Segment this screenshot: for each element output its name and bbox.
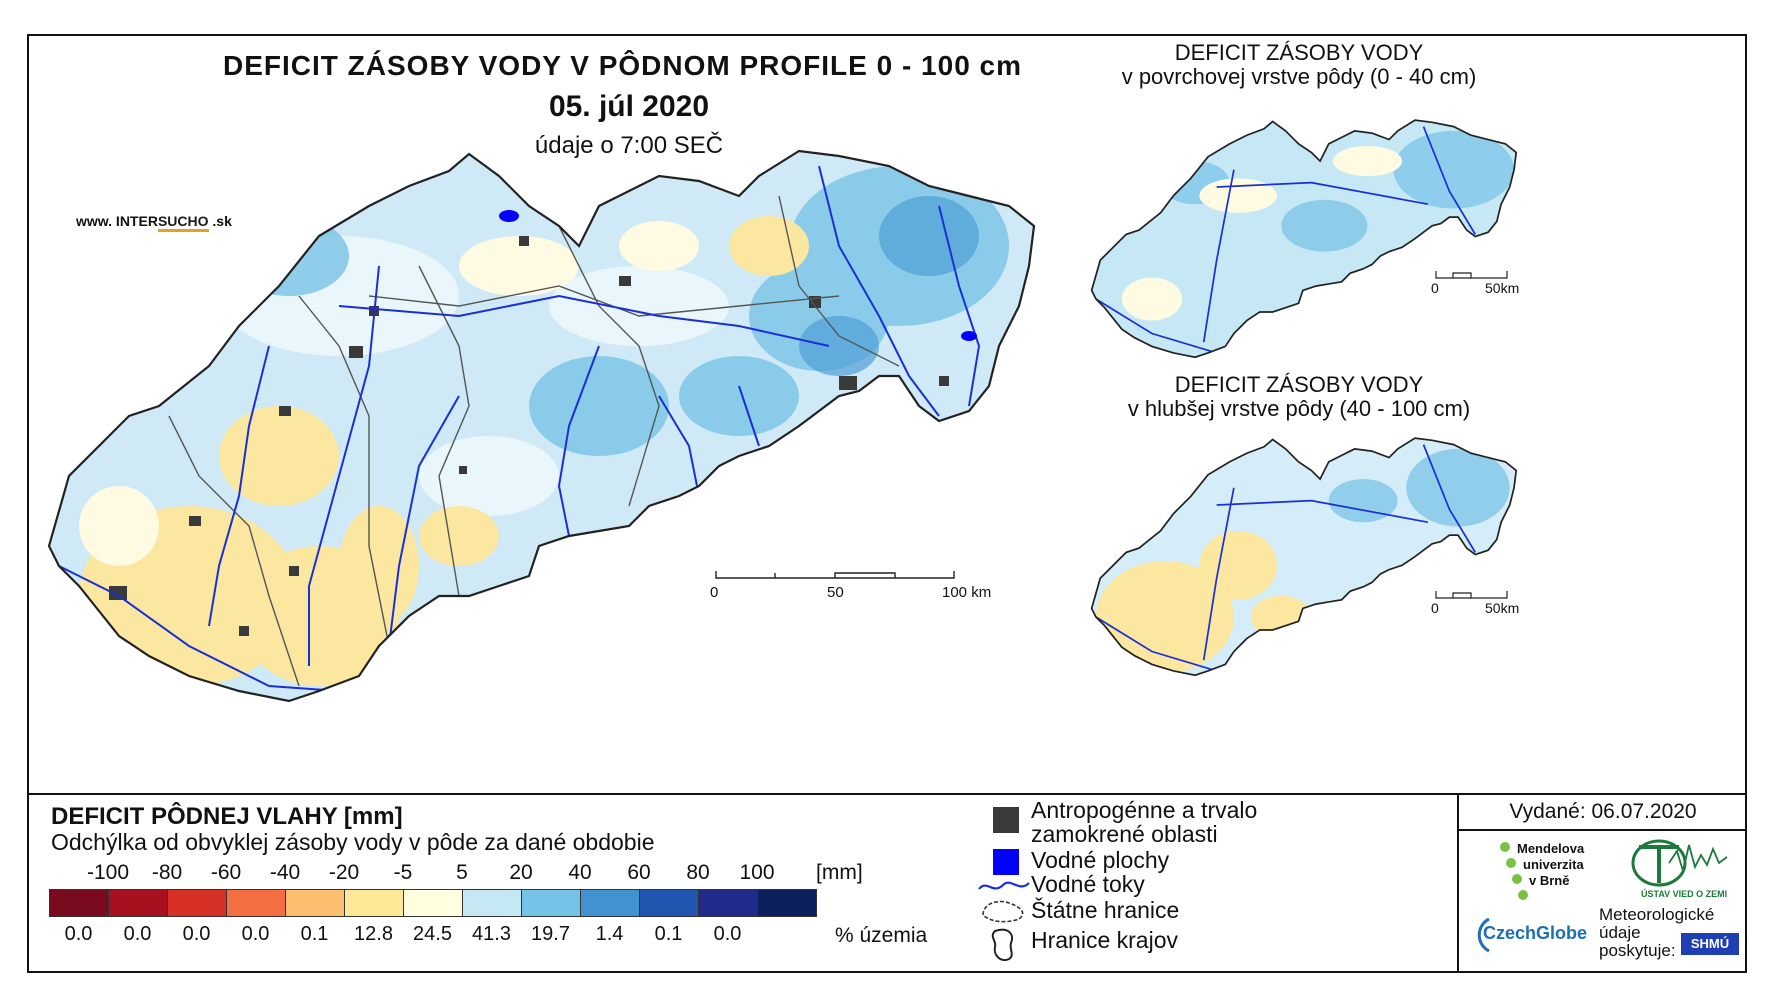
ustav-logo	[1631, 839, 1728, 887]
main-map	[47, 149, 1036, 703]
legend-tick: -100	[86, 861, 130, 884]
legend-percent: 0.0	[64, 923, 93, 945]
inset-bottom-map	[1090, 437, 1518, 677]
czechglobe-arc-icon	[1477, 917, 1490, 953]
legend-swatch	[698, 889, 758, 917]
mendel-dots-icon	[1500, 842, 1528, 900]
legend-percent: 0.0	[241, 923, 270, 945]
key-river-label: Vodné toky	[1031, 871, 1145, 897]
key-water-label: Vodné plochy	[1031, 847, 1170, 873]
inset-top-scale-bar	[1435, 271, 1508, 279]
inset-top-title-2: v povrchovej vrstve pôdy (0 - 40 cm)	[1121, 64, 1477, 89]
legend-percent: 12.8	[354, 923, 393, 945]
river-line-icon	[978, 881, 1030, 890]
key-urban-label-1: Antropogénne a trvalo	[1031, 797, 1258, 823]
legend-swatch	[226, 889, 286, 917]
inset-bottom-title-2: v hlubšej vrstve pôdy (40 - 100 cm)	[1127, 396, 1471, 421]
legend-tick-row: -100 -80 -60 -40 -20 -5 5 20 40 60 80 100	[49, 861, 849, 887]
legend-color-scale	[49, 889, 849, 917]
region-border-icon	[991, 928, 1013, 961]
legend-tick: -5	[393, 861, 413, 884]
legend-unit: [mm]	[816, 861, 863, 884]
inset-bottom-scale-0: 0	[1431, 600, 1439, 616]
legend-swatch	[462, 889, 522, 917]
legend-percent: 0.0	[123, 923, 152, 945]
shmu-logo: SHMÚ	[1681, 933, 1739, 955]
main-title: DEFICIT ZÁSOBY VODY V PÔDNOM PROFILE 0 -…	[223, 50, 1023, 81]
legend-tick: 20	[509, 861, 533, 884]
legend-tick: -20	[328, 861, 360, 884]
legend-tick: -60	[210, 861, 242, 884]
key-urban-label-2: zamokrené oblasti	[1031, 821, 1218, 847]
legend-swatch	[49, 889, 109, 917]
czechglobe-logo: CzechGlobe	[1467, 915, 1597, 955]
legend-percent: 0.0	[182, 923, 211, 945]
legend-subtitle: Odchýlka od obvyklej zásoby vody v pôde …	[51, 829, 655, 855]
issued-date: Vydané: 06.07.2020	[1459, 795, 1747, 831]
inset-top-scale-50: 50km	[1485, 280, 1520, 296]
key-state-border-label: Štátne hranice	[1031, 897, 1180, 923]
legend-swatch	[580, 889, 640, 917]
legend-title: DEFICIT PÔDNEJ VLAHY [mm]	[51, 803, 403, 830]
water-body-swatch	[993, 849, 1019, 875]
meteo-credit-2: údaje	[1599, 923, 1641, 942]
inset-bottom-scale-bar	[1435, 591, 1508, 599]
ustav-logo-text: ÚSTAV VIED O ZEMI	[1641, 889, 1728, 899]
main-scale-bar	[715, 570, 955, 582]
legend-swatch	[108, 889, 168, 917]
urban-area-swatch	[993, 807, 1019, 833]
inset-top-scale-0: 0	[1431, 280, 1439, 296]
inset-bottom-scale-50: 50km	[1485, 600, 1520, 616]
state-border-icon	[982, 900, 1024, 923]
legend-percent: 41.3	[472, 923, 511, 945]
meteo-credit-1: Meteorologické	[1599, 905, 1715, 924]
legend-percent-row: 0.0 0.0 0.0 0.0 0.1 12.8 24.5 41.3 19.7 1.4 0.1 0.0	[49, 923, 849, 949]
legend-swatch	[285, 889, 345, 917]
legend-swatch	[167, 889, 227, 917]
legend-swatch	[521, 889, 581, 917]
legend-tick: 80	[686, 861, 710, 884]
legend-swatch	[757, 889, 817, 917]
main-scale-label-100: 100 km	[942, 584, 992, 601]
main-scale-label-0: 0	[710, 584, 719, 601]
legend-percent: 0.1	[654, 923, 683, 945]
legend-swatch	[639, 889, 699, 917]
legend-percent: 0.1	[300, 923, 329, 945]
issued-box: Vydané: 06.07.2020 Mendelova univerzita …	[1457, 795, 1747, 971]
website-link[interactable]: www. INTERSUCHO .sk	[76, 213, 232, 232]
legend-swatch	[344, 889, 404, 917]
legend-pct-unit: % územia	[835, 924, 928, 947]
map-sheet: DEFICIT ZÁSOBY VODY V PÔDNOM PROFILE 0 -…	[27, 34, 1747, 973]
legend-swatch	[403, 889, 463, 917]
data-time: údaje o 7:00 SEČ	[534, 132, 724, 159]
legend-percent: 0.0	[713, 923, 742, 945]
legend-percent: 1.4	[595, 923, 624, 945]
map-panel: DEFICIT ZÁSOBY VODY V PÔDNOM PROFILE 0 -…	[29, 36, 1745, 795]
main-scale-label-50: 50	[827, 584, 844, 601]
inset-top-title-1: DEFICIT ZÁSOBY VODY	[1174, 40, 1424, 65]
legend-tick: 100	[739, 861, 775, 884]
map-date: 05. júl 2020	[548, 90, 710, 123]
legend-tick: -80	[151, 861, 183, 884]
legend-tick: 60	[627, 861, 651, 884]
legend-percent: 24.5	[413, 923, 452, 945]
meteo-credit-3: poskytuje:	[1599, 941, 1676, 960]
inset-top-map	[1090, 119, 1518, 359]
legend-panel: DEFICIT PÔDNEJ VLAHY [mm] Odchýlka od ob…	[29, 795, 1747, 971]
legend-percent: 19.7	[531, 923, 570, 945]
inset-bottom-title-1: DEFICIT ZÁSOBY VODY	[1174, 372, 1424, 397]
legend-tick: -40	[269, 861, 301, 884]
legend-tick: 5	[456, 861, 468, 884]
key-region-border-label: Hranice krajov	[1031, 927, 1178, 953]
mendel-logo: Mendelova univerzita v Brně	[1497, 837, 1629, 917]
legend-tick: 40	[568, 861, 592, 884]
